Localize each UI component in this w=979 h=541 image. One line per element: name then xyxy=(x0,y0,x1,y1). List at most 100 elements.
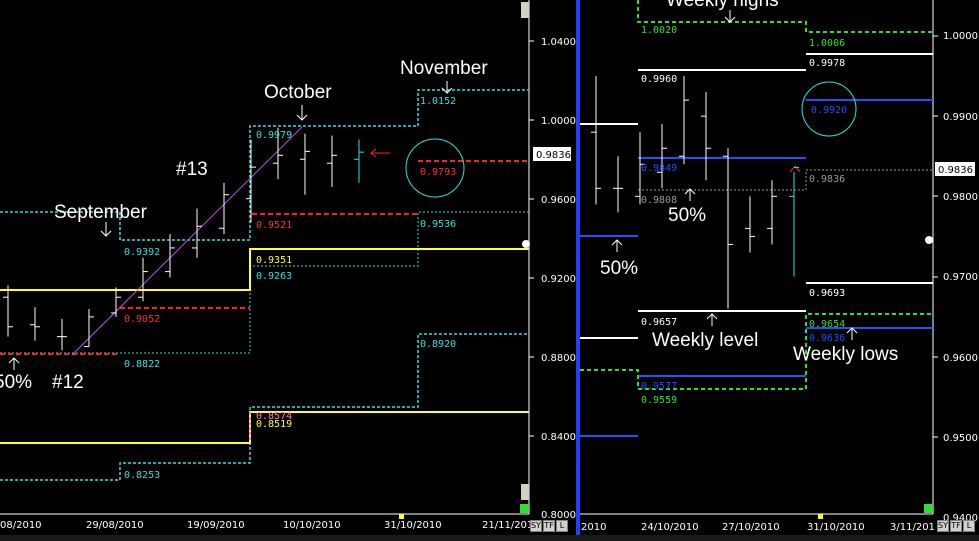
x-tick: 31/10/2010 xyxy=(807,522,865,533)
y-tick: 0.9600 xyxy=(943,353,978,364)
panel-divider[interactable] xyxy=(576,0,580,541)
cyan-high-level xyxy=(0,89,529,241)
annotation-september: September xyxy=(54,202,148,223)
left-level-lines xyxy=(0,89,529,481)
yellow-level-upper xyxy=(0,248,529,291)
price-bar xyxy=(327,135,337,187)
label-green-high: 1.0020 xyxy=(641,25,677,36)
label-sep-low: 0.8822 xyxy=(124,359,160,370)
price-bar xyxy=(273,127,283,179)
highlight-circle xyxy=(405,138,465,198)
green-weekly-low xyxy=(580,313,933,390)
label-nov-low: 0.8920 xyxy=(420,339,456,350)
y-tick: 0.9400 xyxy=(943,513,978,524)
price-bar xyxy=(767,180,777,245)
price-bar xyxy=(219,182,229,235)
l-button[interactable]: L xyxy=(556,520,568,532)
crosshair-icon[interactable] xyxy=(925,236,933,244)
cyan-mid-level xyxy=(0,211,529,354)
arrow-up-icon xyxy=(846,327,858,340)
right-level-lines xyxy=(580,0,933,437)
annotation-october: October xyxy=(264,82,332,103)
label-white-high: 0.9960 xyxy=(641,74,677,85)
y-tick: 1.0000 xyxy=(541,116,576,127)
left-annotations: September October November #13 #12 50% xyxy=(0,58,488,393)
price-bar xyxy=(111,287,121,317)
annotation-wave13: #13 xyxy=(176,159,208,180)
annotation-fifty-b: 50% xyxy=(668,205,706,226)
green-weekly-high xyxy=(637,0,933,33)
y-tick: 0.9800 xyxy=(943,192,978,203)
label-green-high-2: 1.0006 xyxy=(809,38,845,49)
label-white-high-2: 0.9978 xyxy=(809,58,845,69)
annotation-fifty: 50% xyxy=(0,372,32,393)
label-blue-circle: 0.9920 xyxy=(811,105,847,116)
right-y-axis: 1.0000 0.9900 0.9800 0.9700 0.9600 0.950… xyxy=(933,31,978,524)
label-sep-bottom: 0.8253 xyxy=(124,470,160,481)
label-nov-high: 1.0152 xyxy=(420,96,456,107)
right-level-labels: 1.0020 1.0006 0.9960 0.9978 0.9920 0.984… xyxy=(641,25,847,406)
arrow-up-icon xyxy=(8,357,20,370)
x-tick: 27/10/2010 xyxy=(722,522,780,533)
status-indicator-icon xyxy=(924,504,933,513)
sy-button[interactable]: SY xyxy=(937,520,949,532)
y-tick-marks xyxy=(529,40,534,437)
left-chart: 0.9793 1.0152 0.9979 0.9521 0.9536 0.939… xyxy=(0,0,576,531)
last-price-value: 0.9836 xyxy=(536,150,571,161)
price-bar xyxy=(3,285,13,337)
left-annotation-arrows xyxy=(8,81,453,370)
x-tick: 10/10/2010 xyxy=(283,520,341,531)
trend-line xyxy=(71,126,303,356)
price-bar xyxy=(701,92,711,181)
crosshair-icon[interactable] xyxy=(522,240,530,248)
label-oct-high: 0.9979 xyxy=(256,130,292,141)
time-marker-icon xyxy=(818,514,823,519)
annotation-fifty-a: 50% xyxy=(600,258,638,279)
price-bar xyxy=(635,132,645,205)
label-white-low-2: 0.9693 xyxy=(809,288,845,299)
x-tick: 31/10/2010 xyxy=(384,520,442,531)
price-bar xyxy=(745,196,755,253)
scroll-up-icon[interactable] xyxy=(521,2,529,18)
red-arrow-icon xyxy=(789,165,801,173)
price-bar xyxy=(300,133,310,195)
last-price-tag xyxy=(935,162,975,176)
tf-button[interactable]: TF xyxy=(543,520,555,532)
tf-button[interactable]: TF xyxy=(950,520,962,532)
label-sep-red: 0.9052 xyxy=(124,314,160,325)
arrow-down-icon xyxy=(441,81,453,94)
y-tick-marks xyxy=(933,35,938,438)
y-tick: 0.8800 xyxy=(541,353,576,364)
label-blue-low-2: 0.9636 xyxy=(809,333,845,344)
y-tick: 0.9500 xyxy=(943,433,978,444)
last-price-tag xyxy=(533,147,571,161)
label-blue-mid: 0.9849 xyxy=(641,163,677,174)
x-tick: 21/11/201 xyxy=(482,520,533,531)
right-chart: 1.0020 1.0006 0.9960 0.9978 0.9920 0.984… xyxy=(580,0,978,533)
y-tick: 1.0400 xyxy=(541,37,576,48)
y-tick: 0.9700 xyxy=(943,272,978,283)
grey-mid-line xyxy=(638,169,933,191)
arrow-down-icon xyxy=(724,10,736,23)
price-bar xyxy=(165,234,175,278)
l-button[interactable]: L xyxy=(963,520,975,532)
status-indicator-icon xyxy=(520,504,529,513)
price-bar xyxy=(354,139,364,183)
x-tick: 08/2010 xyxy=(0,520,42,531)
label-grey-mid-2: 0.9836 xyxy=(809,174,845,185)
arrow-down-icon xyxy=(100,222,112,237)
price-bar xyxy=(57,318,67,351)
scroll-down-icon[interactable] xyxy=(521,484,529,500)
arrow-down-icon xyxy=(296,105,308,121)
label-white-low: 0.9657 xyxy=(641,317,677,328)
label-oct-red: 0.9521 xyxy=(256,220,292,231)
label-grey-mid: 0.9808 xyxy=(641,195,677,206)
label-oct-pink: 0.8574 xyxy=(256,411,292,422)
sy-button[interactable]: SY xyxy=(530,520,542,532)
y-tick: 0.9200 xyxy=(541,274,576,285)
left-x-axis: 08/2010 29/08/2010 19/09/2010 10/10/2010… xyxy=(0,520,533,531)
right-annotations: Weekly highs Weekly level Weekly lows 50… xyxy=(600,0,898,365)
price-bar xyxy=(613,156,623,213)
y-tick: 0.8000 xyxy=(541,510,576,521)
